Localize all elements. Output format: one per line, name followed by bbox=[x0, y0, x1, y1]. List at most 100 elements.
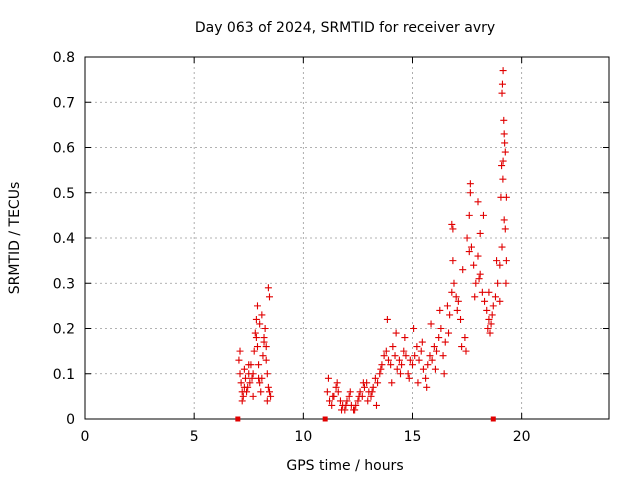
data-point bbox=[259, 352, 267, 360]
data-point bbox=[417, 347, 425, 355]
data-point bbox=[448, 220, 456, 228]
data-point bbox=[422, 374, 430, 382]
data-point bbox=[437, 325, 445, 332]
data-point bbox=[245, 361, 253, 369]
data-point bbox=[402, 352, 410, 360]
data-point bbox=[256, 320, 264, 328]
data-point bbox=[498, 243, 506, 251]
y-tick-label: 0.4 bbox=[53, 231, 75, 247]
data-point bbox=[457, 315, 465, 323]
data-point bbox=[343, 397, 351, 405]
data-point bbox=[475, 275, 483, 283]
data-point bbox=[367, 392, 375, 400]
data-point bbox=[448, 288, 456, 296]
data-point bbox=[472, 279, 480, 287]
y-tick-label: 0.6 bbox=[53, 141, 75, 157]
data-point bbox=[466, 189, 474, 197]
data-point bbox=[376, 370, 384, 378]
data-point bbox=[351, 406, 359, 414]
data-point bbox=[393, 365, 401, 373]
data-point bbox=[458, 343, 466, 351]
data-point bbox=[384, 356, 392, 364]
data-point bbox=[494, 279, 502, 287]
data-point bbox=[235, 356, 243, 364]
data-point bbox=[267, 392, 275, 400]
data-point bbox=[360, 383, 368, 391]
data-point bbox=[342, 401, 350, 409]
data-points bbox=[235, 67, 510, 422]
data-point bbox=[329, 392, 337, 400]
data-point bbox=[252, 334, 260, 342]
data-point bbox=[476, 229, 484, 237]
data-point bbox=[372, 401, 380, 409]
data-point bbox=[449, 257, 457, 265]
data-point bbox=[488, 311, 496, 319]
data-point bbox=[486, 329, 494, 337]
data-point bbox=[236, 370, 244, 378]
data-point bbox=[249, 392, 257, 400]
grid bbox=[85, 57, 609, 419]
data-point bbox=[401, 334, 409, 342]
data-point bbox=[262, 356, 270, 364]
data-point bbox=[424, 361, 432, 369]
y-tick-label: 0.2 bbox=[53, 322, 75, 338]
data-point bbox=[461, 334, 469, 342]
data-point bbox=[497, 193, 505, 201]
data-point bbox=[324, 374, 332, 382]
data-point bbox=[264, 284, 272, 292]
data-point bbox=[502, 257, 510, 265]
data-point bbox=[487, 320, 495, 328]
data-point bbox=[405, 374, 413, 382]
data-point bbox=[257, 388, 265, 396]
data-point bbox=[443, 302, 451, 310]
data-point bbox=[322, 416, 328, 422]
data-point bbox=[435, 334, 443, 342]
data-point bbox=[499, 175, 507, 183]
data-point bbox=[465, 211, 473, 219]
data-point bbox=[484, 325, 492, 332]
data-point bbox=[450, 279, 458, 287]
data-point bbox=[485, 288, 493, 296]
data-point bbox=[496, 297, 504, 305]
data-point bbox=[236, 347, 244, 355]
data-point bbox=[398, 361, 406, 369]
data-point bbox=[400, 347, 408, 355]
data-point bbox=[466, 180, 474, 188]
data-point bbox=[483, 306, 491, 314]
data-point bbox=[478, 288, 486, 296]
data-point bbox=[404, 370, 412, 378]
data-point bbox=[253, 302, 261, 310]
data-point bbox=[265, 293, 273, 301]
data-point bbox=[252, 315, 260, 323]
data-point bbox=[413, 343, 421, 351]
data-point bbox=[426, 352, 434, 360]
data-point bbox=[392, 329, 400, 337]
data-point bbox=[371, 374, 379, 382]
data-point bbox=[258, 311, 266, 319]
y-tick-label: 0.1 bbox=[53, 367, 75, 383]
data-point bbox=[388, 379, 396, 387]
data-point bbox=[476, 270, 484, 278]
data-point bbox=[410, 325, 418, 332]
data-point bbox=[338, 406, 346, 414]
data-point bbox=[465, 248, 473, 256]
data-point bbox=[333, 379, 341, 387]
data-point bbox=[246, 379, 254, 387]
data-point bbox=[436, 306, 444, 314]
x-tick-label: 10 bbox=[294, 429, 312, 445]
data-point bbox=[237, 379, 245, 387]
data-point bbox=[387, 361, 395, 369]
data-point bbox=[453, 306, 461, 314]
data-point bbox=[377, 365, 385, 373]
data-point bbox=[356, 388, 364, 396]
data-point bbox=[383, 315, 391, 323]
data-point bbox=[255, 374, 263, 382]
data-point bbox=[470, 261, 478, 269]
data-point bbox=[240, 365, 248, 373]
data-point bbox=[334, 388, 342, 396]
data-point bbox=[474, 252, 482, 260]
data-point bbox=[248, 374, 256, 382]
data-point bbox=[336, 397, 344, 405]
data-point bbox=[263, 370, 271, 378]
